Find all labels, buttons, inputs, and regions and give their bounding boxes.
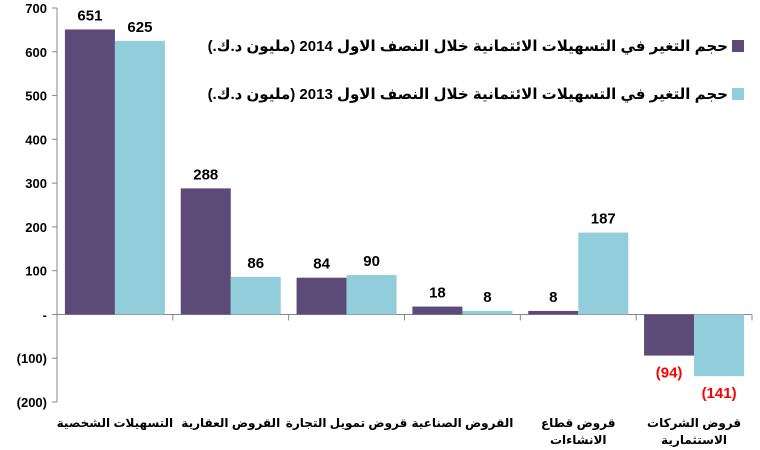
bar-series-1-cat-3 bbox=[462, 310, 513, 315]
bar-series-1-cat-0 bbox=[114, 40, 165, 315]
data-label-series-1-cat-1: 86 bbox=[247, 255, 264, 272]
category-label: القروض الصناعية bbox=[411, 416, 513, 431]
data-label-series-0-cat-5: (94) bbox=[656, 365, 683, 382]
bar-series-0-cat-4 bbox=[528, 310, 579, 315]
data-label-series-1-cat-5: (141) bbox=[702, 385, 737, 402]
chart-axes: 700 600 500 400 300 200 100 - (100) (200) bbox=[17, 1, 753, 410]
bar-series-0-cat-2 bbox=[296, 277, 347, 315]
data-label-series-1-cat-2: 90 bbox=[363, 253, 380, 270]
bar-series-0-cat-0 bbox=[64, 29, 115, 315]
category-label: التسهيلات الشخصية bbox=[57, 416, 174, 430]
legend-entry-2013: حجم التغير في التسهيلات الائتمانية خلال … bbox=[205, 82, 750, 106]
legend-label-2013: حجم التغير في التسهيلات الائتمانية خلال … bbox=[207, 86, 728, 103]
legend-entry-2014: حجم التغير في التسهيلات الائتمانية خلال … bbox=[205, 34, 750, 58]
category-label: قروض تمويل التجارة bbox=[286, 416, 408, 431]
y-tick-label: 400 bbox=[25, 132, 47, 147]
y-tick-label: 600 bbox=[25, 45, 47, 60]
bar-series-1-cat-5 bbox=[694, 314, 745, 377]
category-label: الانشاءات bbox=[550, 433, 607, 447]
data-label-series-0-cat-4: 8 bbox=[549, 289, 557, 306]
chart-legend: حجم التغير في التسهيلات الائتمانية خلال … bbox=[205, 34, 750, 130]
category-label: قروض الشركات bbox=[647, 416, 741, 431]
data-label-series-0-cat-3: 18 bbox=[429, 285, 446, 302]
y-tick-label: (200) bbox=[17, 395, 47, 410]
data-label-series-1-cat-3: 8 bbox=[483, 289, 491, 306]
bar-series-1-cat-2 bbox=[346, 275, 397, 315]
legend-label-2014: حجم التغير في التسهيلات الائتمانية خلال … bbox=[207, 38, 728, 55]
chart-data-labels: 651 625 288 86 84 90 18 8 8 187 (94) (141) bbox=[77, 7, 736, 402]
data-label-series-0-cat-2: 84 bbox=[313, 256, 330, 273]
data-label-series-0-cat-1: 288 bbox=[193, 166, 218, 183]
y-tick-label: 500 bbox=[25, 89, 47, 104]
y-tick-label: (100) bbox=[17, 351, 47, 366]
bar-series-1-cat-4 bbox=[578, 232, 629, 315]
y-tick-label: 300 bbox=[25, 176, 47, 191]
y-tick-label: - bbox=[43, 307, 47, 322]
data-label-series-1-cat-4: 187 bbox=[591, 211, 616, 228]
y-tick-label: 100 bbox=[25, 264, 47, 279]
bar-series-0-cat-3 bbox=[412, 306, 463, 315]
category-label: قروض قطاع bbox=[541, 416, 616, 431]
data-label-series-1-cat-0: 625 bbox=[127, 19, 152, 36]
y-tick-label: 700 bbox=[25, 1, 47, 16]
legend-swatch-2013 bbox=[732, 88, 744, 100]
category-label: الاستثمارية bbox=[661, 433, 727, 447]
category-label: القروض العقارية bbox=[181, 416, 280, 431]
bar-series-0-cat-5 bbox=[644, 314, 695, 356]
legend-swatch-2014 bbox=[732, 40, 744, 52]
bar-series-0-cat-1 bbox=[180, 188, 231, 315]
chart-category-labels: التسهيلات الشخصية القروض العقارية قروض تمو… bbox=[57, 416, 741, 447]
chart-bars bbox=[64, 29, 745, 377]
data-label-series-0-cat-0: 651 bbox=[77, 7, 102, 24]
bar-series-1-cat-1 bbox=[230, 276, 281, 315]
y-tick-label: 200 bbox=[25, 220, 47, 235]
